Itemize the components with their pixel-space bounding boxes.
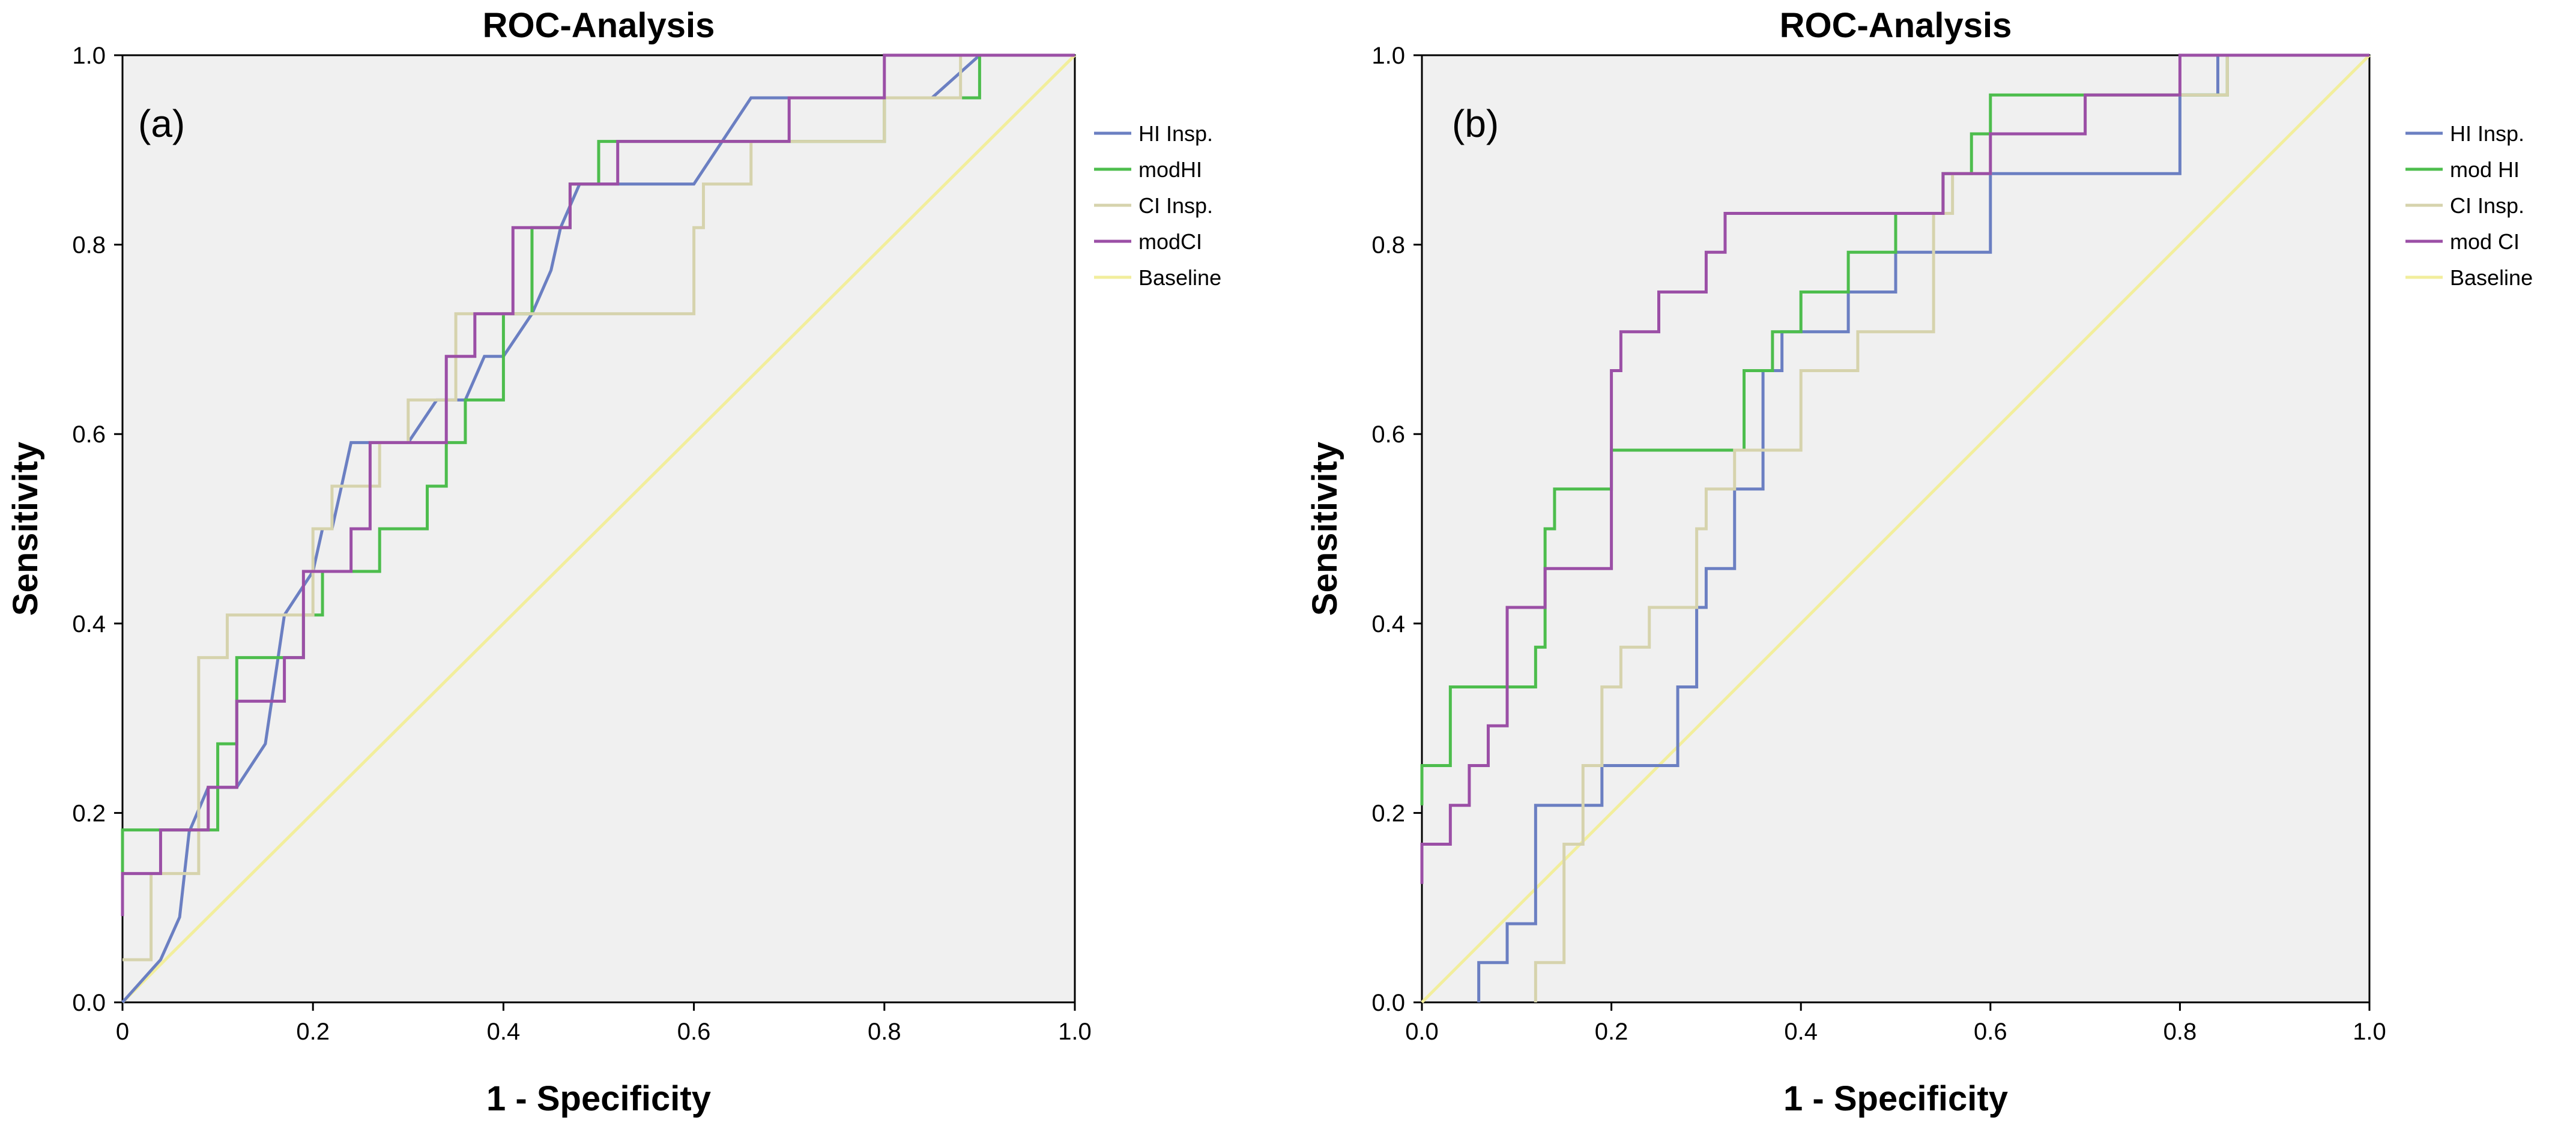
y-tick-label: 1.0: [72, 43, 106, 69]
panel-b-legend: HI Insp. mod HI CI Insp. mod CI Baseline: [2405, 121, 2533, 290]
x-tick-label: 1.0: [2353, 1019, 2386, 1045]
series-line-mod-ci: [1420, 53, 2369, 884]
x-tick-label: 0.6: [1974, 1019, 2007, 1045]
y-tick-label: 0.4: [72, 611, 106, 637]
x-tick-label: 0.6: [677, 1019, 711, 1045]
panel-a-title: ROC-Analysis: [483, 6, 715, 45]
series-line-ci-insp: [122, 53, 1075, 962]
series-line-hi-insp: [1477, 53, 2369, 1002]
y-tick-label: 0.2: [1371, 800, 1405, 826]
y-tick-label: 0.0: [72, 990, 106, 1016]
legend-label-modci: modCI: [1138, 229, 1202, 254]
panel-a-y-ticks: 0.0 0.2 0.4 0.6 0.8 1.0: [72, 43, 122, 1016]
legend-label-baseline: Baseline: [2450, 265, 2533, 290]
series-line-modci: [121, 53, 1075, 917]
x-tick-label: 1.0: [1058, 1019, 1092, 1045]
panel-a-legend: HI Insp. modHI CI Insp. modCI Baseline: [1094, 121, 1221, 290]
x-tick-label: 0.8: [868, 1019, 901, 1045]
panel-b-xlabel: 1 - Specificity: [1783, 1079, 2008, 1118]
panel-a-series: [121, 53, 1076, 1004]
legend-label-ci-insp: CI Insp.: [2450, 193, 2524, 218]
y-tick-label: 0.8: [72, 232, 106, 259]
x-tick-label: 0.2: [296, 1019, 330, 1045]
x-tick-label: 0.8: [2163, 1019, 2197, 1045]
panel-b-y-ticks: 0.0 0.2 0.4 0.6 0.8 1.0: [1371, 43, 1422, 1016]
y-tick-label: 0.8: [1371, 232, 1405, 259]
x-tick-label: 0.4: [487, 1019, 521, 1045]
legend-label-hi-insp: HI Insp.: [2450, 121, 2524, 146]
panel-a-x-ticks: 0 0.2 0.4 0.6 0.8 1.0: [116, 1002, 1092, 1045]
legend-label-modhi: modHI: [1138, 157, 1202, 182]
panel-a-label: (a): [138, 102, 185, 145]
series-line-mod-hi: [1420, 53, 2369, 805]
y-tick-label: 1.0: [1371, 43, 1405, 69]
legend-label-hi-insp: HI Insp.: [1138, 121, 1213, 146]
x-tick-label: 0.0: [1405, 1019, 1439, 1045]
panel-b-title: ROC-Analysis: [1780, 6, 2012, 45]
legend-label-mod-ci: mod CI: [2450, 229, 2520, 254]
y-tick-label: 0.6: [1371, 421, 1405, 448]
panel-b: ROC-Analysis (b) 1 - Specificity Sensiti…: [1305, 6, 2533, 1118]
y-tick-label: 0.4: [1371, 611, 1405, 637]
panel-a-ylabel: Sensitivity: [6, 442, 45, 616]
legend-label-mod-hi: mod HI: [2450, 157, 2520, 182]
y-tick-label: 0.6: [72, 421, 106, 448]
panel-b-ylabel: Sensitivity: [1305, 442, 1344, 616]
y-tick-label: 0.0: [1371, 990, 1405, 1016]
panel-b-label: (b): [1452, 102, 1499, 145]
x-tick-label: 0: [116, 1019, 129, 1045]
panel-b-x-ticks: 0.0 0.2 0.4 0.6 0.8 1.0: [1405, 1002, 2386, 1045]
panel-a-xlabel: 1 - Specificity: [486, 1079, 711, 1118]
series-line-baseline: [121, 54, 1076, 1004]
y-tick-label: 0.2: [72, 800, 106, 826]
legend-label-baseline: Baseline: [1138, 265, 1221, 290]
legend-label-ci-insp: CI Insp.: [1138, 193, 1213, 218]
x-tick-label: 0.2: [1595, 1019, 1628, 1045]
panel-b-series: [1420, 53, 2371, 1004]
panel-a: ROC-Analysis (a) 1 - Specificity Sensiti…: [6, 6, 1221, 1118]
x-tick-label: 0.4: [1784, 1019, 1818, 1045]
